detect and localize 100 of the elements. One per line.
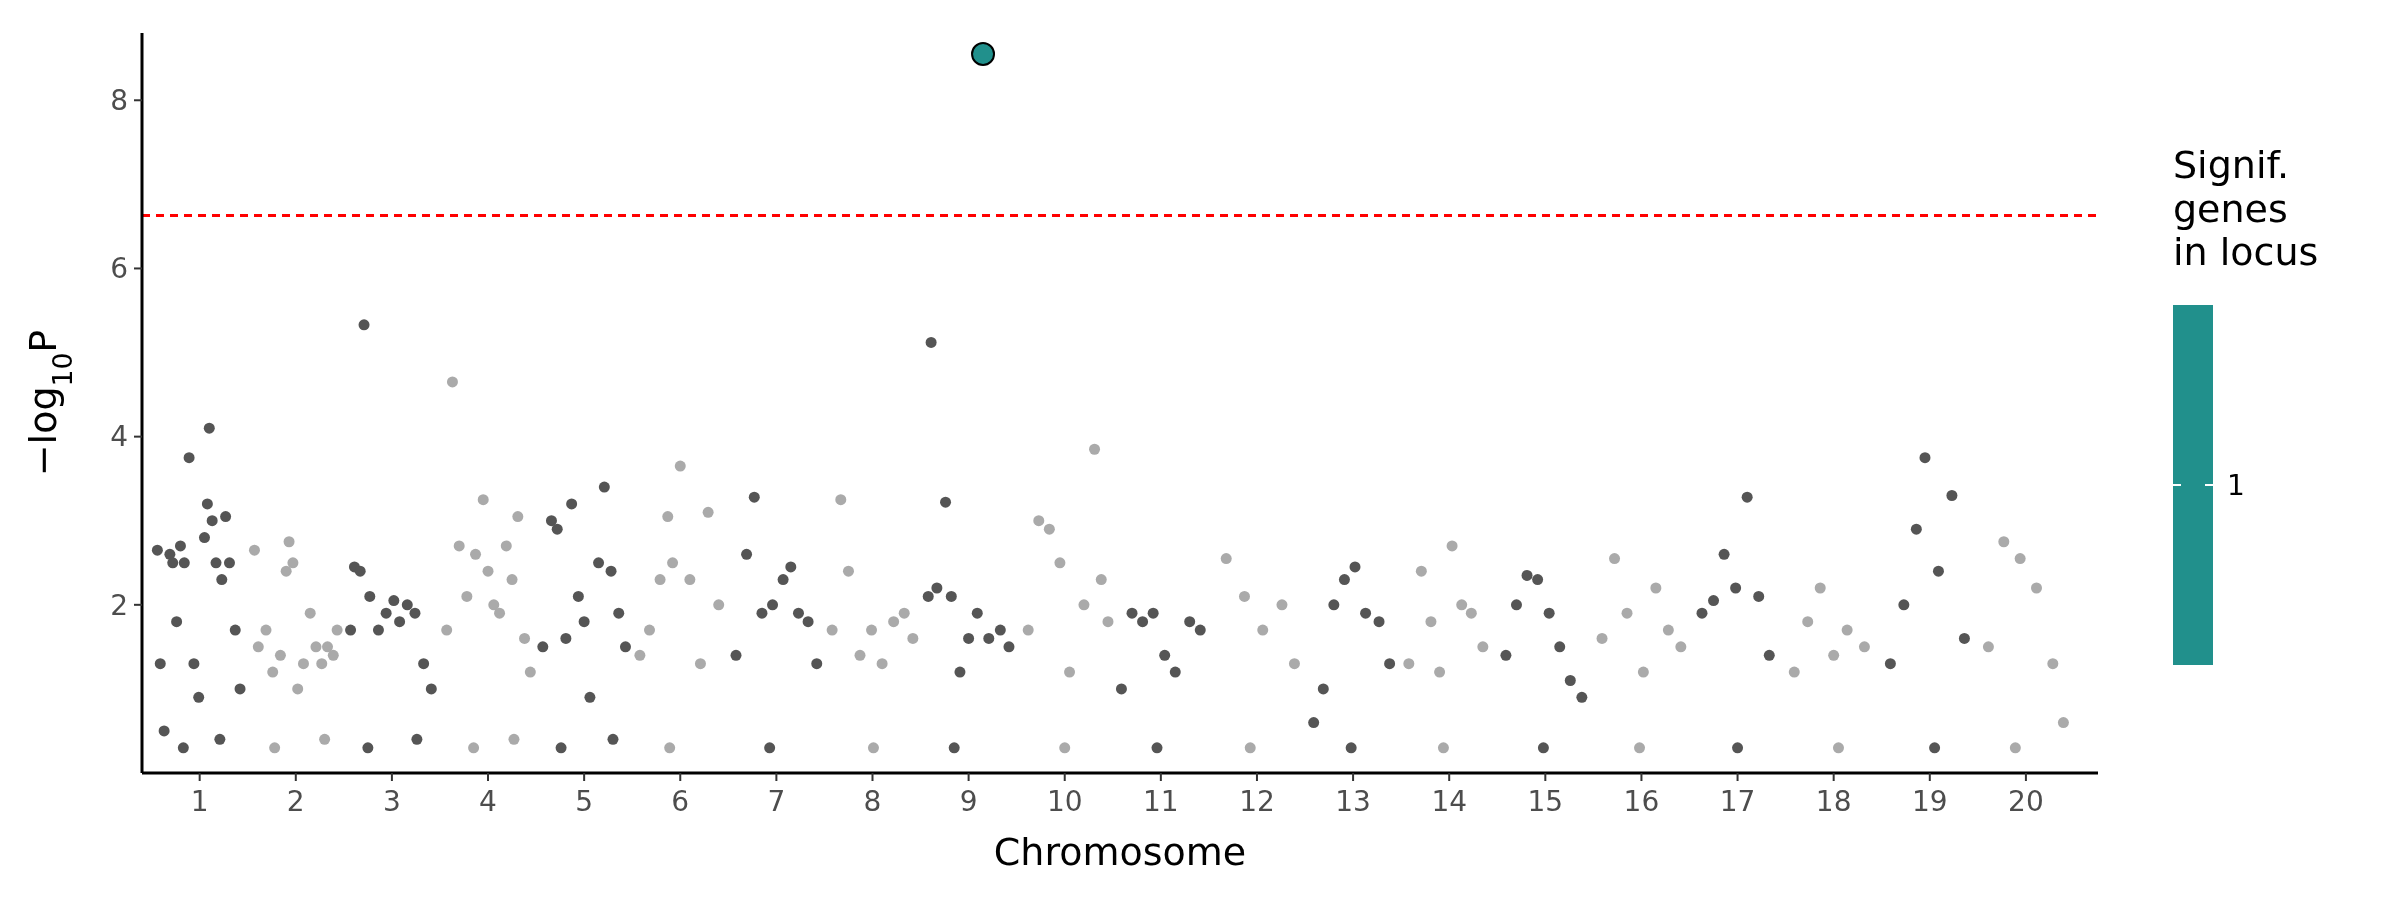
point xyxy=(1184,616,1196,628)
point xyxy=(506,574,518,586)
point xyxy=(730,649,742,661)
point xyxy=(482,565,494,577)
point xyxy=(1220,553,1232,565)
point xyxy=(316,658,328,670)
point xyxy=(1137,616,1149,628)
point xyxy=(826,624,838,636)
point xyxy=(183,452,195,464)
point xyxy=(1932,565,1944,577)
point xyxy=(1814,582,1826,594)
point xyxy=(963,632,975,644)
point xyxy=(1637,666,1649,678)
point xyxy=(223,557,235,569)
point xyxy=(842,565,854,577)
point xyxy=(2047,658,2059,670)
point xyxy=(1828,649,1840,661)
point xyxy=(1696,607,1708,619)
point xyxy=(354,565,366,577)
point xyxy=(1064,666,1076,678)
x-tick-label: 1 xyxy=(190,785,209,818)
point xyxy=(411,733,423,745)
point xyxy=(178,557,190,569)
point xyxy=(854,649,866,661)
point xyxy=(994,624,1006,636)
point xyxy=(260,624,272,636)
point xyxy=(767,599,779,611)
point xyxy=(1126,607,1138,619)
point xyxy=(1650,582,1662,594)
text: 1 xyxy=(2227,468,2245,502)
point xyxy=(1532,574,1544,586)
point xyxy=(394,616,406,628)
point xyxy=(1832,742,1844,754)
point xyxy=(292,683,304,695)
point xyxy=(1194,624,1206,636)
point xyxy=(1929,742,1941,754)
point xyxy=(1884,658,1896,670)
point xyxy=(418,658,430,670)
x-tick-label: 10 xyxy=(1046,785,1083,818)
point xyxy=(954,666,966,678)
point xyxy=(488,599,500,611)
point xyxy=(940,496,952,508)
point xyxy=(971,42,996,67)
point xyxy=(1730,582,1742,594)
point xyxy=(1095,574,1107,586)
point xyxy=(1732,742,1744,754)
point xyxy=(922,590,934,602)
point xyxy=(983,632,995,644)
point xyxy=(358,319,370,331)
point xyxy=(1662,624,1674,636)
point xyxy=(1609,553,1621,565)
point xyxy=(1403,658,1415,670)
point xyxy=(925,336,937,348)
point xyxy=(971,607,983,619)
point xyxy=(470,548,482,560)
point xyxy=(1919,452,1931,464)
point xyxy=(453,540,465,552)
point xyxy=(188,658,200,670)
point xyxy=(684,574,696,586)
x-tick-label: 9 xyxy=(959,785,978,818)
point xyxy=(269,742,281,754)
point xyxy=(1425,616,1437,628)
point xyxy=(1434,666,1446,678)
point xyxy=(177,742,189,754)
point xyxy=(1238,590,1250,602)
point xyxy=(1288,658,1300,670)
point xyxy=(1043,523,1055,535)
point xyxy=(1345,742,1357,754)
point xyxy=(1521,569,1533,581)
point xyxy=(327,649,339,661)
point xyxy=(1718,548,1730,560)
point xyxy=(1257,624,1269,636)
point xyxy=(598,481,610,493)
x-tick-label: 14 xyxy=(1431,785,1468,818)
x-tick-label: 5 xyxy=(575,785,594,818)
point xyxy=(1384,658,1396,670)
point xyxy=(1054,557,1066,569)
point xyxy=(171,616,183,628)
point xyxy=(425,683,437,695)
point xyxy=(1059,742,1071,754)
point xyxy=(1543,607,1555,619)
point xyxy=(1708,595,1720,607)
point xyxy=(1308,717,1320,729)
point xyxy=(283,536,295,548)
y-tick-label: 6 xyxy=(110,252,128,286)
point xyxy=(216,574,228,586)
point xyxy=(274,649,286,661)
point xyxy=(1338,574,1350,586)
point xyxy=(578,616,590,628)
x-tick-label: 12 xyxy=(1239,785,1275,818)
point xyxy=(654,574,666,586)
point xyxy=(1151,742,1163,754)
point xyxy=(1169,666,1181,678)
point xyxy=(2030,582,2042,594)
point xyxy=(174,540,186,552)
point xyxy=(1982,641,1994,653)
point xyxy=(876,658,888,670)
point xyxy=(201,498,213,510)
point xyxy=(206,515,218,527)
point xyxy=(1078,599,1090,611)
